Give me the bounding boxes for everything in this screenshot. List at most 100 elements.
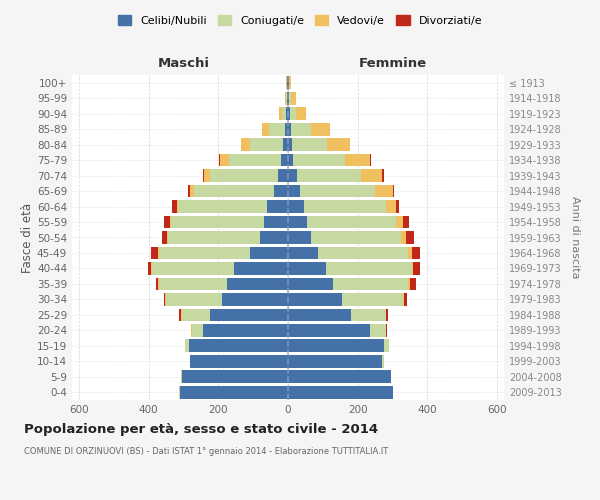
Bar (288, 324, 370, 336)
Y-axis label: Anni di nascita: Anni di nascita (569, 196, 580, 279)
Bar (167, 231, 168, 244)
Bar (307, 216, 396, 228)
Bar (164, 216, 170, 228)
Bar (408, 278, 410, 290)
Bar (293, 154, 346, 166)
Bar (260, 231, 288, 244)
Bar (296, 108, 307, 120)
Bar (370, 324, 386, 336)
Bar (370, 154, 371, 166)
Bar (227, 278, 288, 290)
Bar (283, 138, 288, 151)
Bar (317, 246, 408, 260)
Bar (166, 293, 222, 306)
Bar (311, 231, 401, 244)
Bar (288, 200, 304, 213)
Bar (278, 169, 288, 182)
Bar (403, 216, 409, 228)
Bar (412, 262, 413, 275)
Bar (288, 246, 317, 260)
Bar (304, 200, 386, 213)
Bar (220, 154, 229, 166)
Bar (289, 92, 291, 104)
Bar (292, 123, 311, 136)
Bar (176, 200, 178, 213)
Bar (250, 138, 283, 151)
Bar (406, 231, 414, 244)
Bar (279, 108, 282, 120)
Bar (234, 262, 288, 275)
Bar (190, 184, 194, 198)
Text: Maschi: Maschi (157, 58, 209, 70)
Bar (229, 154, 281, 166)
Bar (410, 278, 416, 290)
Bar (189, 340, 288, 352)
Text: COMUNE DI ORZINUOVI (BS) - Dati ISTAT 1° gennaio 2014 - Elaborazione TUTTITALIA.: COMUNE DI ORZINUOVI (BS) - Dati ISTAT 1°… (24, 448, 388, 456)
Bar (194, 184, 274, 198)
Bar (287, 92, 288, 104)
Bar (288, 123, 292, 136)
Bar (327, 138, 350, 151)
Bar (178, 200, 267, 213)
Bar (152, 262, 234, 275)
Bar (288, 278, 333, 290)
Bar (386, 200, 396, 213)
Bar (382, 169, 384, 182)
Bar (392, 184, 394, 198)
Bar (179, 308, 181, 321)
Bar (171, 216, 263, 228)
Bar (396, 216, 403, 228)
Bar (180, 386, 288, 398)
Bar (300, 184, 375, 198)
Bar (311, 123, 330, 136)
Bar (288, 231, 311, 244)
Bar (403, 293, 404, 306)
Bar (162, 231, 167, 244)
Legend: Celibi/Nubili, Coniugati/e, Vedovi/e, Divorziati/e: Celibi/Nubili, Coniugati/e, Vedovi/e, Di… (113, 10, 487, 30)
Bar (288, 308, 351, 321)
Bar (192, 324, 203, 336)
Bar (404, 293, 407, 306)
Bar (288, 76, 289, 89)
Bar (288, 293, 342, 306)
Bar (191, 324, 192, 336)
Bar (346, 154, 370, 166)
Bar (288, 138, 292, 151)
Bar (250, 246, 288, 260)
Bar (181, 370, 182, 383)
Bar (203, 324, 288, 336)
Bar (401, 231, 406, 244)
Bar (351, 308, 386, 321)
Bar (412, 246, 420, 260)
Bar (263, 216, 288, 228)
Bar (190, 355, 288, 368)
Bar (241, 138, 250, 151)
Bar (284, 123, 288, 136)
Bar (181, 308, 182, 321)
Bar (286, 92, 287, 104)
Bar (333, 278, 408, 290)
Bar (288, 169, 297, 182)
Bar (164, 293, 166, 306)
Bar (289, 76, 291, 89)
Bar (209, 169, 278, 182)
Bar (159, 278, 227, 290)
Bar (386, 308, 388, 321)
Bar (282, 108, 286, 120)
Bar (182, 308, 209, 321)
Bar (267, 200, 288, 213)
Bar (284, 92, 286, 104)
Bar (274, 184, 288, 198)
Bar (159, 246, 250, 260)
Bar (179, 386, 180, 398)
Bar (288, 355, 382, 368)
Bar (185, 340, 189, 352)
Bar (408, 246, 412, 260)
Bar (382, 355, 384, 368)
Bar (158, 278, 159, 290)
Bar (286, 108, 288, 120)
Bar (158, 246, 159, 260)
Bar (203, 169, 205, 182)
Bar (288, 92, 289, 104)
Bar (361, 169, 382, 182)
